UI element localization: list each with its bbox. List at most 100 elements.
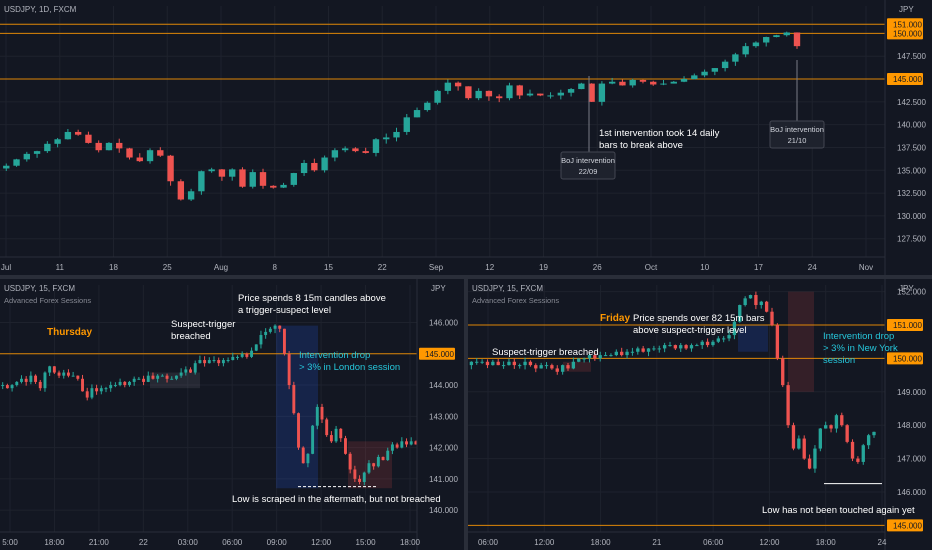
x-tick-label: 03:00	[178, 538, 199, 547]
x-tick-label: Nov	[859, 263, 873, 272]
annotation-text: breached	[171, 331, 211, 342]
candle-body	[99, 388, 103, 392]
day-label: Friday	[600, 313, 630, 324]
candle-body	[282, 328, 286, 354]
level-price-tag-text: 151.000	[893, 20, 922, 29]
candle-body	[1, 385, 5, 387]
axis-unit-label: JPY	[431, 284, 446, 293]
candle-body	[824, 425, 828, 429]
candle-body	[660, 83, 667, 85]
candle-body	[116, 142, 123, 149]
candle-body	[254, 344, 258, 351]
level-price-tag	[887, 519, 923, 532]
candle-body	[15, 381, 19, 386]
candle-body	[680, 79, 688, 82]
candle-body	[325, 419, 329, 436]
indicator-label: Advanced Forex Sessions	[472, 296, 559, 305]
daily-chart-svg[interactable]: JPY 127.500 130.000 132.500 135.000 137.500 14…	[0, 0, 932, 275]
candle-body	[344, 438, 347, 454]
candle-body	[3, 165, 10, 169]
candle-body	[5, 385, 9, 389]
x-tick-label: 22	[378, 263, 387, 272]
x-tick-label: 06:00	[222, 538, 243, 547]
candle-body	[609, 355, 613, 357]
candle-body	[593, 355, 597, 359]
candle-body	[516, 85, 523, 96]
x-tick-label: 12:00	[534, 538, 555, 547]
candle-body	[754, 295, 758, 306]
candle-body	[752, 42, 760, 47]
candle-body	[13, 159, 20, 166]
candle-body	[109, 385, 113, 389]
candle-body	[577, 358, 581, 362]
candle-body	[711, 341, 715, 346]
candle-body	[501, 365, 506, 367]
candle-body	[136, 157, 143, 162]
candle-body	[537, 93, 544, 96]
candle-body	[362, 472, 366, 482]
chart-title: USDJPY, 15, FXCM	[472, 284, 543, 293]
intervention-text: Intervention drop	[299, 350, 370, 361]
callout-date: 21/10	[788, 136, 807, 145]
candle-body	[598, 355, 602, 359]
candle-body	[273, 325, 277, 329]
intervention-text: session	[823, 355, 855, 366]
candle-body	[321, 157, 328, 171]
candle-body	[24, 378, 28, 382]
candle-body	[339, 428, 343, 439]
candle-body	[259, 172, 267, 186]
candle-body	[212, 360, 216, 362]
level-price-tag	[887, 352, 923, 365]
x-tick-label: 22	[139, 538, 148, 547]
candle-body	[555, 368, 559, 372]
candle-body	[23, 153, 30, 160]
candle-body	[367, 463, 371, 473]
candle-body	[748, 295, 753, 299]
candle-body	[700, 341, 704, 346]
x-tick-label: Aug	[214, 263, 228, 272]
thursday-chart-panel[interactable]: JPY 140.000 141.000 142.000 143.000 144.000 14…	[0, 279, 464, 550]
candle-body	[278, 325, 282, 329]
price-axis	[885, 0, 932, 275]
horizontal-divider	[0, 275, 932, 279]
daily-chart-panel[interactable]: JPY 127.500 130.000 132.500 135.000 137.500 14…	[0, 0, 932, 275]
candle-body	[76, 375, 80, 379]
candle-body	[390, 444, 394, 451]
candle-body	[770, 311, 774, 326]
candle-body	[81, 378, 84, 392]
candle-body	[506, 85, 513, 99]
candle-body	[764, 301, 769, 312]
candle-body	[711, 68, 719, 72]
candle-body	[218, 169, 226, 177]
candle-body	[74, 131, 82, 135]
candle-body	[668, 345, 672, 347]
thursday-chart-svg[interactable]: JPY 140.000 141.000 142.000 143.000 144.000 14…	[0, 279, 464, 550]
candle-body	[588, 83, 595, 102]
candle-body	[376, 456, 380, 467]
candle-body	[329, 435, 333, 442]
candle-body	[496, 361, 500, 366]
intervention-text: > 3% in New York	[823, 343, 898, 354]
y-tick-label: 147.500	[897, 52, 926, 61]
x-tick-label: Sep	[429, 263, 444, 272]
candle-body	[773, 35, 780, 38]
candle-body	[331, 150, 339, 158]
y-tick-label: 148.000	[897, 421, 926, 430]
y-tick-label: 146.000	[429, 319, 458, 328]
candle-body	[156, 375, 160, 379]
y-tick-label: 144.000	[429, 381, 458, 390]
candle-body	[34, 375, 38, 382]
candle-body	[454, 82, 462, 87]
candle-body	[662, 345, 667, 349]
friday-chart-panel[interactable]: JPY 146.000 147.000 148.000 149.000 152.000 15…	[468, 279, 932, 550]
candle-body	[29, 375, 33, 382]
level-price-tag-text: 145.000	[893, 75, 922, 84]
candle-body	[57, 372, 61, 376]
candle-body	[872, 431, 876, 436]
candle-body	[786, 385, 790, 426]
y-tick-label: 149.000	[897, 388, 926, 397]
y-tick-label: 152.000	[897, 288, 926, 297]
candle-body	[270, 185, 277, 188]
friday-chart-svg[interactable]: JPY 146.000 147.000 148.000 149.000 152.000 15…	[468, 279, 932, 550]
y-tick-label: 141.000	[429, 475, 458, 484]
